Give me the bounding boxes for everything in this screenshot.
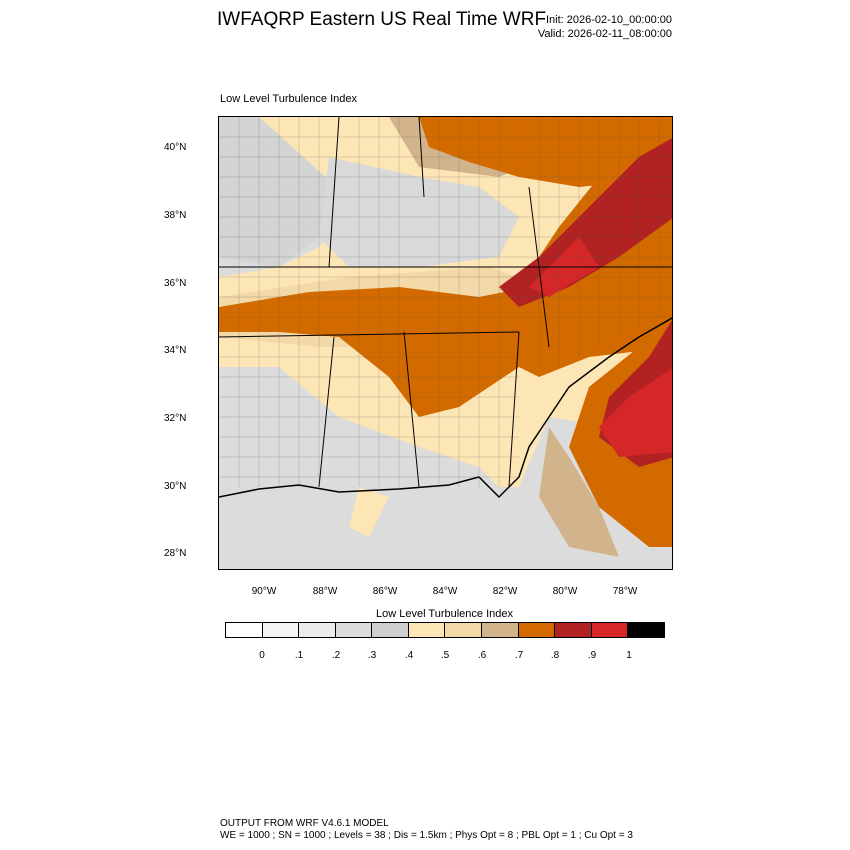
colorbar-tick-label: .6 <box>477 650 487 661</box>
lat-label: 28°N <box>164 548 187 559</box>
lon-label: 82°W <box>492 586 518 597</box>
lat-label: 38°N <box>164 210 187 221</box>
init-valid-times: Init: 2026-02-10_00:00:00 Valid: 2026-02… <box>538 13 672 41</box>
lon-label: 90°W <box>251 586 277 597</box>
chart-title: IWFAQRP Eastern US Real Time WRF <box>217 9 547 30</box>
red-ocean-plume <box>599 368 672 457</box>
lat-label: 36°N <box>164 278 187 289</box>
lat-label: 30°N <box>164 481 187 492</box>
gray-central <box>319 157 519 267</box>
lon-label: 80°W <box>552 586 578 597</box>
gulf-ocean <box>219 487 548 569</box>
colorbar-swatch <box>518 623 556 637</box>
lon-label: 84°W <box>432 586 458 597</box>
colorbar-title: Low Level Turbulence Index <box>376 608 513 620</box>
init-time: Init: 2026-02-10_00:00:00 <box>546 14 672 26</box>
state-borders <box>219 117 672 488</box>
orange-band-central <box>219 287 549 417</box>
colorbar-tick-label: .2 <box>331 650 341 661</box>
colorbar-swatch <box>628 623 664 637</box>
colorbar <box>225 622 665 638</box>
colorbar-tick-label: .7 <box>514 650 524 661</box>
colorbar-swatch <box>262 623 300 637</box>
lat-label: 40°N <box>164 142 187 153</box>
map-panel[interactable] <box>218 116 673 570</box>
colorbar-swatch <box>591 623 629 637</box>
coastline <box>219 317 672 499</box>
colorbar-swatch <box>555 623 592 637</box>
valid-time: Valid: 2026-02-11_08:00:00 <box>537 28 672 40</box>
colorbar-tick-label: .9 <box>587 650 597 661</box>
county-lines <box>219 117 672 487</box>
colorbar-swatch <box>226 623 263 637</box>
lat-label: 34°N <box>164 345 187 356</box>
colorbar-tick-label: .4 <box>404 650 414 661</box>
colorbar-swatch <box>445 623 483 637</box>
lon-label: 88°W <box>312 586 338 597</box>
gulf-pale-patch <box>349 487 389 537</box>
footer-line-2: WE = 1000 ; SN = 1000 ; Levels = 38 ; Di… <box>220 830 633 841</box>
colorbar-tick-label: .1 <box>294 650 304 661</box>
colorbar-swatch <box>408 623 446 637</box>
lon-label: 78°W <box>612 586 638 597</box>
colorbar-swatch <box>335 623 373 637</box>
lat-label: 32°N <box>164 413 187 424</box>
colorbar-tick-label: .8 <box>550 650 560 661</box>
footer-line-1: OUTPUT FROM WRF V4.6.1 MODEL <box>220 818 389 829</box>
panel-label: Low Level Turbulence Index <box>220 93 357 105</box>
colorbar-tick-label: 0 <box>259 650 265 661</box>
colorbar-tick-label: .5 <box>440 650 450 661</box>
colorbar-swatch <box>372 623 409 637</box>
colorbar-swatch <box>482 623 519 637</box>
colorbar-tick-label: .3 <box>367 650 377 661</box>
tan-shelf <box>539 427 619 557</box>
turbulence-map <box>219 117 672 569</box>
darkred-ridge <box>499 138 672 307</box>
lon-label: 86°W <box>372 586 398 597</box>
colorbar-swatch <box>299 623 336 637</box>
colorbar-tick-label: 1 <box>626 650 632 661</box>
footer-info: OUTPUT FROM WRF V4.6.1 MODEL WE = 1000 ;… <box>220 818 633 842</box>
